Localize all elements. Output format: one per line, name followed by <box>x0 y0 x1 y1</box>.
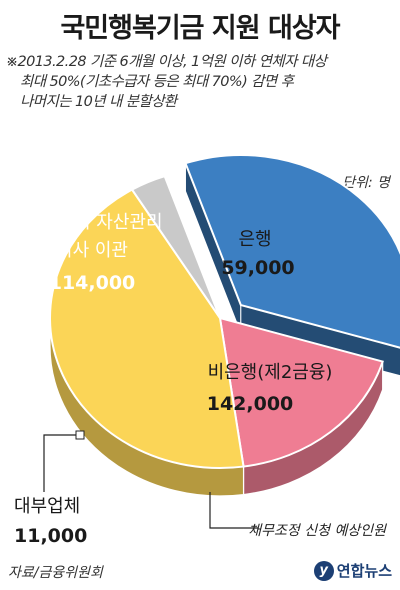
label-bank: 은행 <box>238 229 271 250</box>
label-nonbank: 비은행(제2금융) <box>208 362 333 383</box>
criteria-note: ※2013.2.28 기준 6개월 이상, 1억원 이하 연체자 대상 최대 5… <box>6 52 398 112</box>
brand-logo: y 연합뉴스 <box>313 560 392 581</box>
unit-label: 단위: 명 <box>342 175 390 191</box>
lender-callout-line <box>43 434 80 492</box>
label-lender: 대부업체 <box>14 496 80 517</box>
pie-slice-1 <box>218 316 384 468</box>
pie-slice-0 <box>184 154 400 349</box>
page-title: 국민행복기금 지원 대상자 <box>60 13 340 44</box>
source-label: 자료/금융위원회 <box>8 565 103 581</box>
caption-callout-line <box>209 492 258 529</box>
brand-logo-icon: y <box>313 560 334 581</box>
value-lender: 11,000 <box>14 525 87 547</box>
value-public: 114,000 <box>49 272 136 294</box>
value-nonbank: 142,000 <box>207 393 294 415</box>
label-public-line1: 공적 자산관리 <box>57 212 162 233</box>
value-bank: 59,000 <box>221 257 294 279</box>
lender-callout-marker <box>75 430 85 440</box>
pie-labels: 공적 자산관리 회사 이관 114,000 은행 59,000 비은행(제2금융… <box>14 212 387 547</box>
pie-slice-2 <box>49 188 245 469</box>
pie-slices <box>49 154 400 497</box>
note-line-3: 나머지는 10년 내 분할상환 <box>20 94 177 110</box>
brand-name: 연합뉴스 <box>336 562 392 580</box>
bottom-caption: 채무조정 신청 예상인원 <box>248 523 387 539</box>
pie-slice-3 <box>130 174 221 319</box>
note-line-2: 최대 50%(기초수급자 등은 최대 70%) 감면 후 <box>20 74 294 90</box>
label-public-line2: 회사 이관 <box>56 240 128 261</box>
note-line-1: ※2013.2.28 기준 6개월 이상, 1억원 이하 연체자 대상 <box>6 54 327 70</box>
